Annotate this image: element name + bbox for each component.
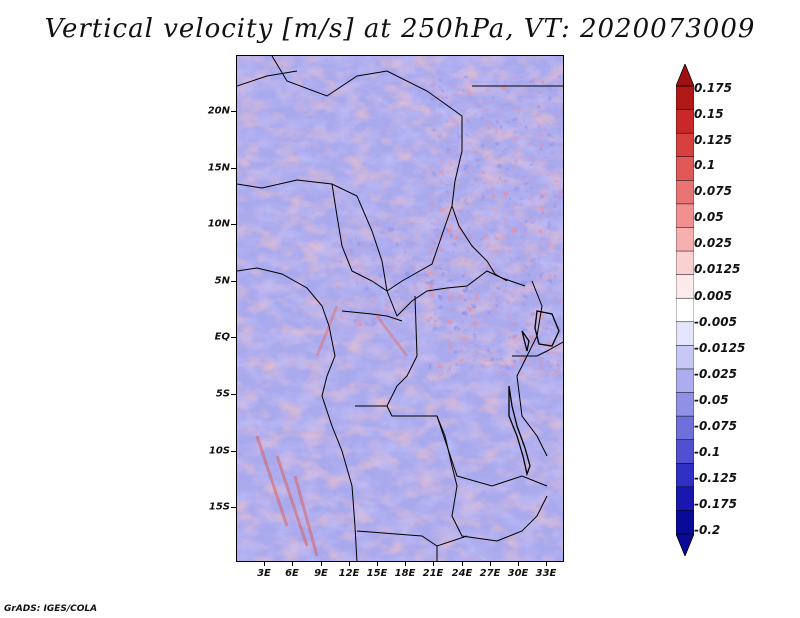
lon-label-3e: 3E [257,568,271,579]
colorbar-label: 0.05 [694,210,724,224]
colorbar-segment [676,109,694,134]
colorbar-label: -0.025 [694,367,737,381]
colorbar-segment [676,392,694,417]
colorbar-label: -0.0125 [694,341,746,355]
lat-label-eq: EQ [214,331,230,343]
lon-label-6e: 6E [285,568,299,579]
lon-tick [321,562,322,566]
lon-tick [264,562,265,566]
credit-footer: GrADS: IGES/COLA [4,604,98,614]
lon-tick [462,562,463,566]
country-borders [237,56,563,561]
lat-label-20n: 20N [207,105,230,117]
lon-label-21e: 21E [422,568,444,579]
colorbar-segment [676,250,694,276]
colorbar-segment [676,156,694,182]
lakes [508,310,560,477]
lon-label-9e: 9E [314,568,328,579]
lat-tick [231,281,236,282]
colorbar-label: 0.005 [694,289,732,303]
lat-tick [231,507,236,508]
lat-tick [231,224,236,225]
lat-label-15s: 15S [208,501,230,513]
lon-tick [490,562,491,566]
colorbar-label: 0.125 [694,133,732,147]
lat-label-15n: 15N [207,162,230,174]
colorbar-segment [676,345,694,370]
colorbar-segment [676,439,694,465]
lat-label-10n: 10N [207,218,230,230]
colorbar-label: -0.175 [694,497,737,511]
lon-tick [518,562,519,566]
colorbar-segment [676,85,694,111]
colorbar-label: 0.0125 [694,262,741,276]
colorbar [676,64,694,556]
lon-label-30e: 30E [507,568,529,579]
map-panel [236,55,564,562]
lat-tick [231,111,236,112]
lon-label-18e: 18E [394,568,416,579]
lon-tick [405,562,406,566]
colorbar-segment [676,463,694,488]
velocity-field [237,56,563,561]
colorbar-segment [676,274,694,299]
colorbar-label: 0.1 [694,158,716,172]
lon-label-12e: 12E [338,568,360,579]
colorbar-label: 0.025 [694,236,732,250]
colorbar-segment [676,510,694,535]
lat-label-5s: 5S [215,388,230,400]
lon-label-33e: 33E [535,568,557,579]
colorbar-label: 0.175 [694,81,732,95]
lon-label-15e: 15E [366,568,388,579]
lat-label-5n: 5N [214,275,230,287]
colorbar-segment [676,486,694,512]
colorbar-segment [676,297,694,323]
lat-tick [231,451,236,452]
colorbar-segment [676,180,694,205]
colorbar-label: 0.15 [694,107,724,121]
colorbar-upper-arrow [676,64,694,87]
lon-tick [292,562,293,566]
colorbar-label: -0.005 [694,315,737,329]
lat-tick [231,168,236,169]
colorbar-label: -0.125 [694,471,737,485]
lon-tick [433,562,434,566]
lat-tick [231,394,236,395]
colorbar-segment [676,321,694,347]
colorbar-lower-arrow [676,533,694,556]
colorbar-segment [676,415,694,441]
lon-tick [377,562,378,566]
lon-label-24e: 24E [451,568,473,579]
lat-tick [231,337,236,338]
colorbar-label: 0.075 [694,184,732,198]
colorbar-label: -0.075 [694,419,737,433]
colorbar-label: -0.05 [694,393,729,407]
colorbar-segment [676,203,694,229]
plot-title: Vertical velocity [m/s] at 250hPa, VT: 2… [44,14,756,44]
lat-label-10s: 10S [208,445,230,457]
colorbar-label: -0.1 [694,445,721,459]
lon-tick [546,562,547,566]
lon-label-27e: 27E [479,568,501,579]
colorbar-segment [676,227,694,252]
colorbar-segment [676,368,694,394]
lon-tick [349,562,350,566]
colorbar-label: -0.2 [694,523,721,537]
colorbar-segment [676,132,694,158]
